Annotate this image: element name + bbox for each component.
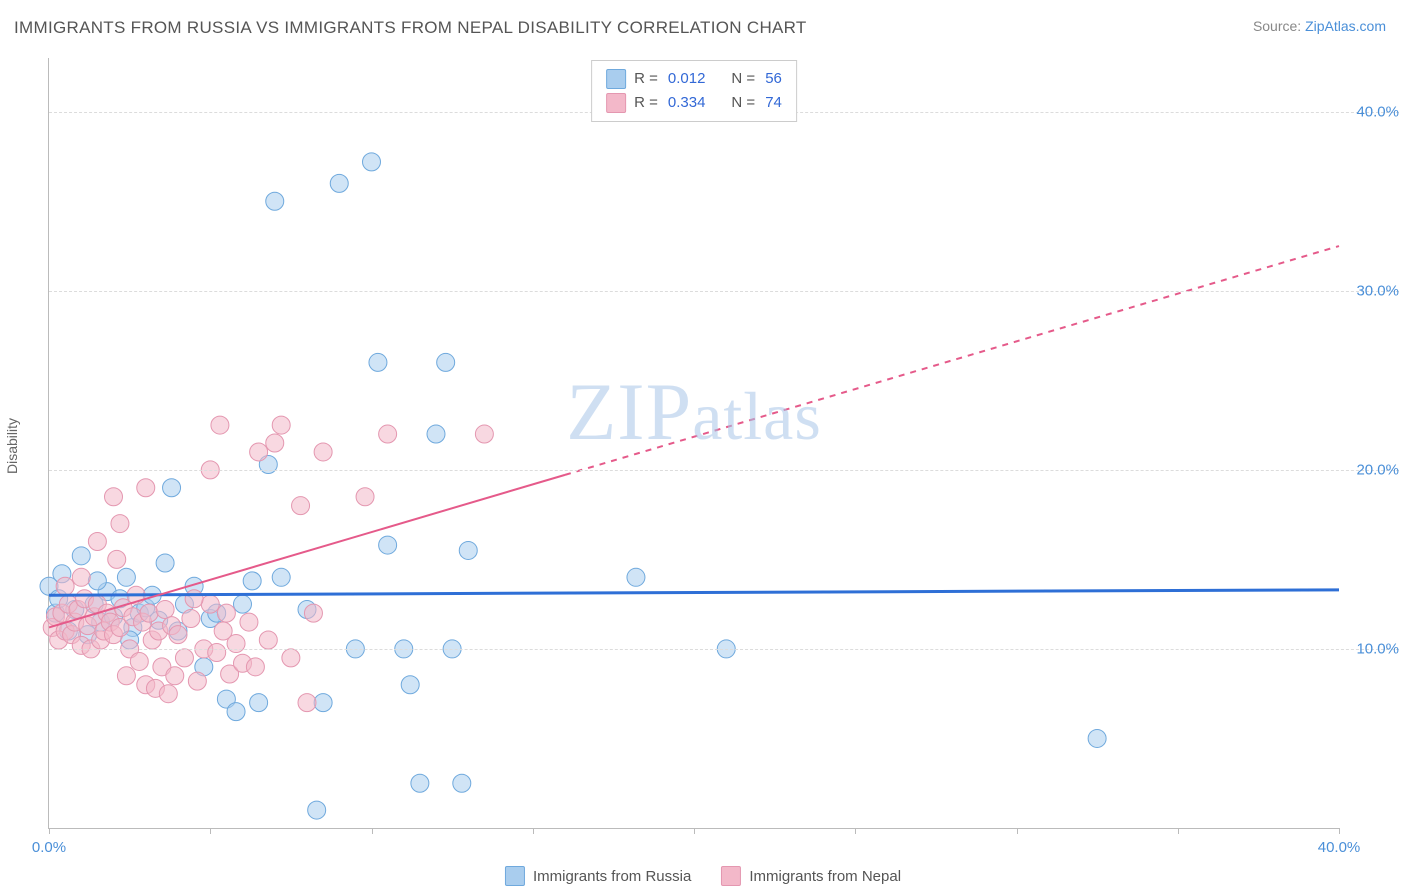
legend-item-russia: Immigrants from Russia xyxy=(505,866,691,886)
legend-swatch-russia xyxy=(505,866,525,886)
legend-swatch-russia xyxy=(606,69,626,89)
legend-stats: R = 0.012 N = 56 R = 0.334 N = 74 xyxy=(591,60,797,122)
trend-line xyxy=(49,590,1339,595)
legend-bottom: Immigrants from Russia Immigrants from N… xyxy=(505,866,901,886)
trend-line-solid xyxy=(49,475,565,628)
y-tick-label: 30.0% xyxy=(1344,282,1399,299)
legend-r-value: 0.334 xyxy=(668,91,706,115)
trend-layer xyxy=(49,58,1339,828)
legend-n-label: N = xyxy=(731,67,755,91)
x-tick-label: 0.0% xyxy=(32,839,66,856)
chart-title: IMMIGRANTS FROM RUSSIA VS IMMIGRANTS FRO… xyxy=(14,18,807,38)
legend-n-label: N = xyxy=(731,91,755,115)
legend-n-value: 74 xyxy=(765,91,782,115)
legend-label: Immigrants from Nepal xyxy=(749,868,901,885)
source-prefix: Source: xyxy=(1253,18,1305,34)
legend-r-label: R = xyxy=(634,67,658,91)
legend-stats-row: R = 0.012 N = 56 xyxy=(606,67,782,91)
source-link[interactable]: ZipAtlas.com xyxy=(1305,18,1386,34)
legend-swatch-nepal xyxy=(721,866,741,886)
y-axis-label: Disability xyxy=(4,418,20,474)
chart-plot-area: ZIPatlas R = 0.012 N = 56 R = 0.334 N = … xyxy=(48,58,1339,829)
x-tick-label: 40.0% xyxy=(1318,839,1361,856)
legend-label: Immigrants from Russia xyxy=(533,868,691,885)
y-tick-label: 10.0% xyxy=(1344,640,1399,657)
source-attribution: Source: ZipAtlas.com xyxy=(1253,18,1386,34)
y-tick-label: 40.0% xyxy=(1344,103,1399,120)
y-tick-label: 20.0% xyxy=(1344,461,1399,478)
trend-line-dashed xyxy=(565,246,1339,475)
legend-stats-row: R = 0.334 N = 74 xyxy=(606,91,782,115)
legend-r-label: R = xyxy=(634,91,658,115)
legend-item-nepal: Immigrants from Nepal xyxy=(721,866,901,886)
legend-r-value: 0.012 xyxy=(668,67,706,91)
legend-n-value: 56 xyxy=(765,67,782,91)
legend-swatch-nepal xyxy=(606,93,626,113)
